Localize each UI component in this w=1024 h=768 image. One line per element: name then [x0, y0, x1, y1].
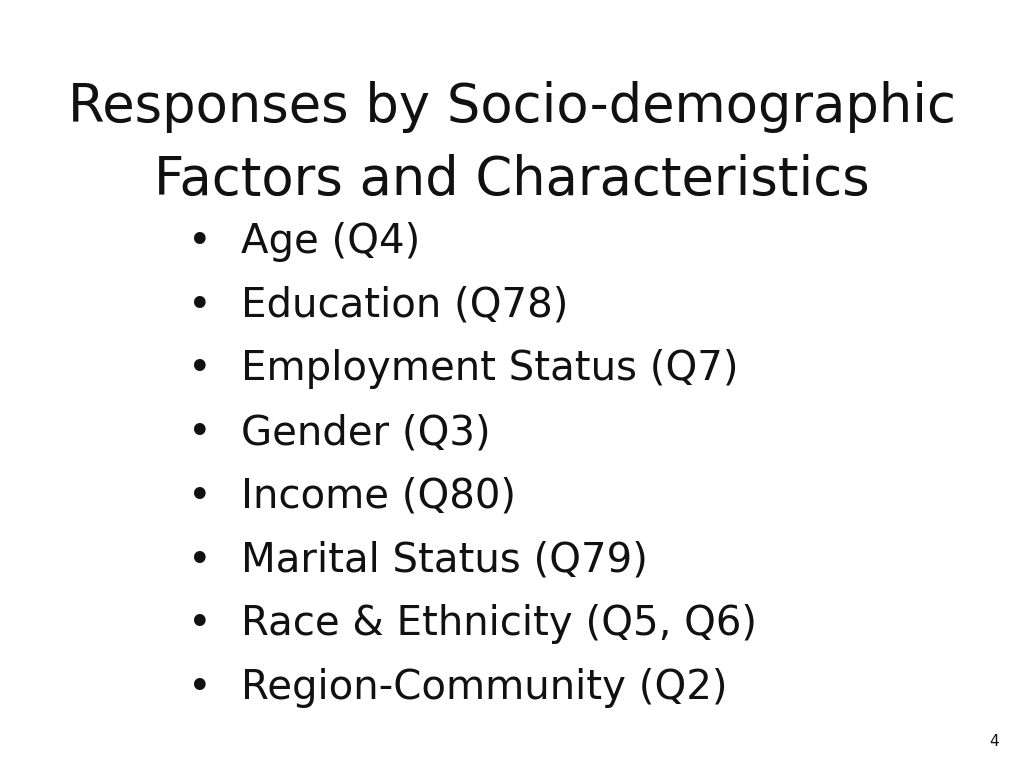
- Text: Gender (Q3): Gender (Q3): [241, 413, 490, 453]
- Text: Age (Q4): Age (Q4): [241, 222, 420, 262]
- Text: 4: 4: [989, 733, 998, 749]
- Text: Factors and Characteristics: Factors and Characteristics: [155, 154, 869, 206]
- Text: Responses by Socio-demographic: Responses by Socio-demographic: [68, 81, 956, 133]
- Text: •: •: [187, 604, 212, 644]
- Text: Education (Q78): Education (Q78): [241, 286, 568, 326]
- Text: •: •: [187, 349, 212, 389]
- Text: •: •: [187, 477, 212, 517]
- Text: Income (Q80): Income (Q80): [241, 477, 516, 517]
- Text: Marital Status (Q79): Marital Status (Q79): [241, 541, 647, 581]
- Text: •: •: [187, 668, 212, 708]
- Text: Race & Ethnicity (Q5, Q6): Race & Ethnicity (Q5, Q6): [241, 604, 757, 644]
- Text: Employment Status (Q7): Employment Status (Q7): [241, 349, 738, 389]
- Text: •: •: [187, 286, 212, 326]
- Text: •: •: [187, 222, 212, 262]
- Text: •: •: [187, 541, 212, 581]
- Text: Region-Community (Q2): Region-Community (Q2): [241, 668, 727, 708]
- Text: •: •: [187, 413, 212, 453]
